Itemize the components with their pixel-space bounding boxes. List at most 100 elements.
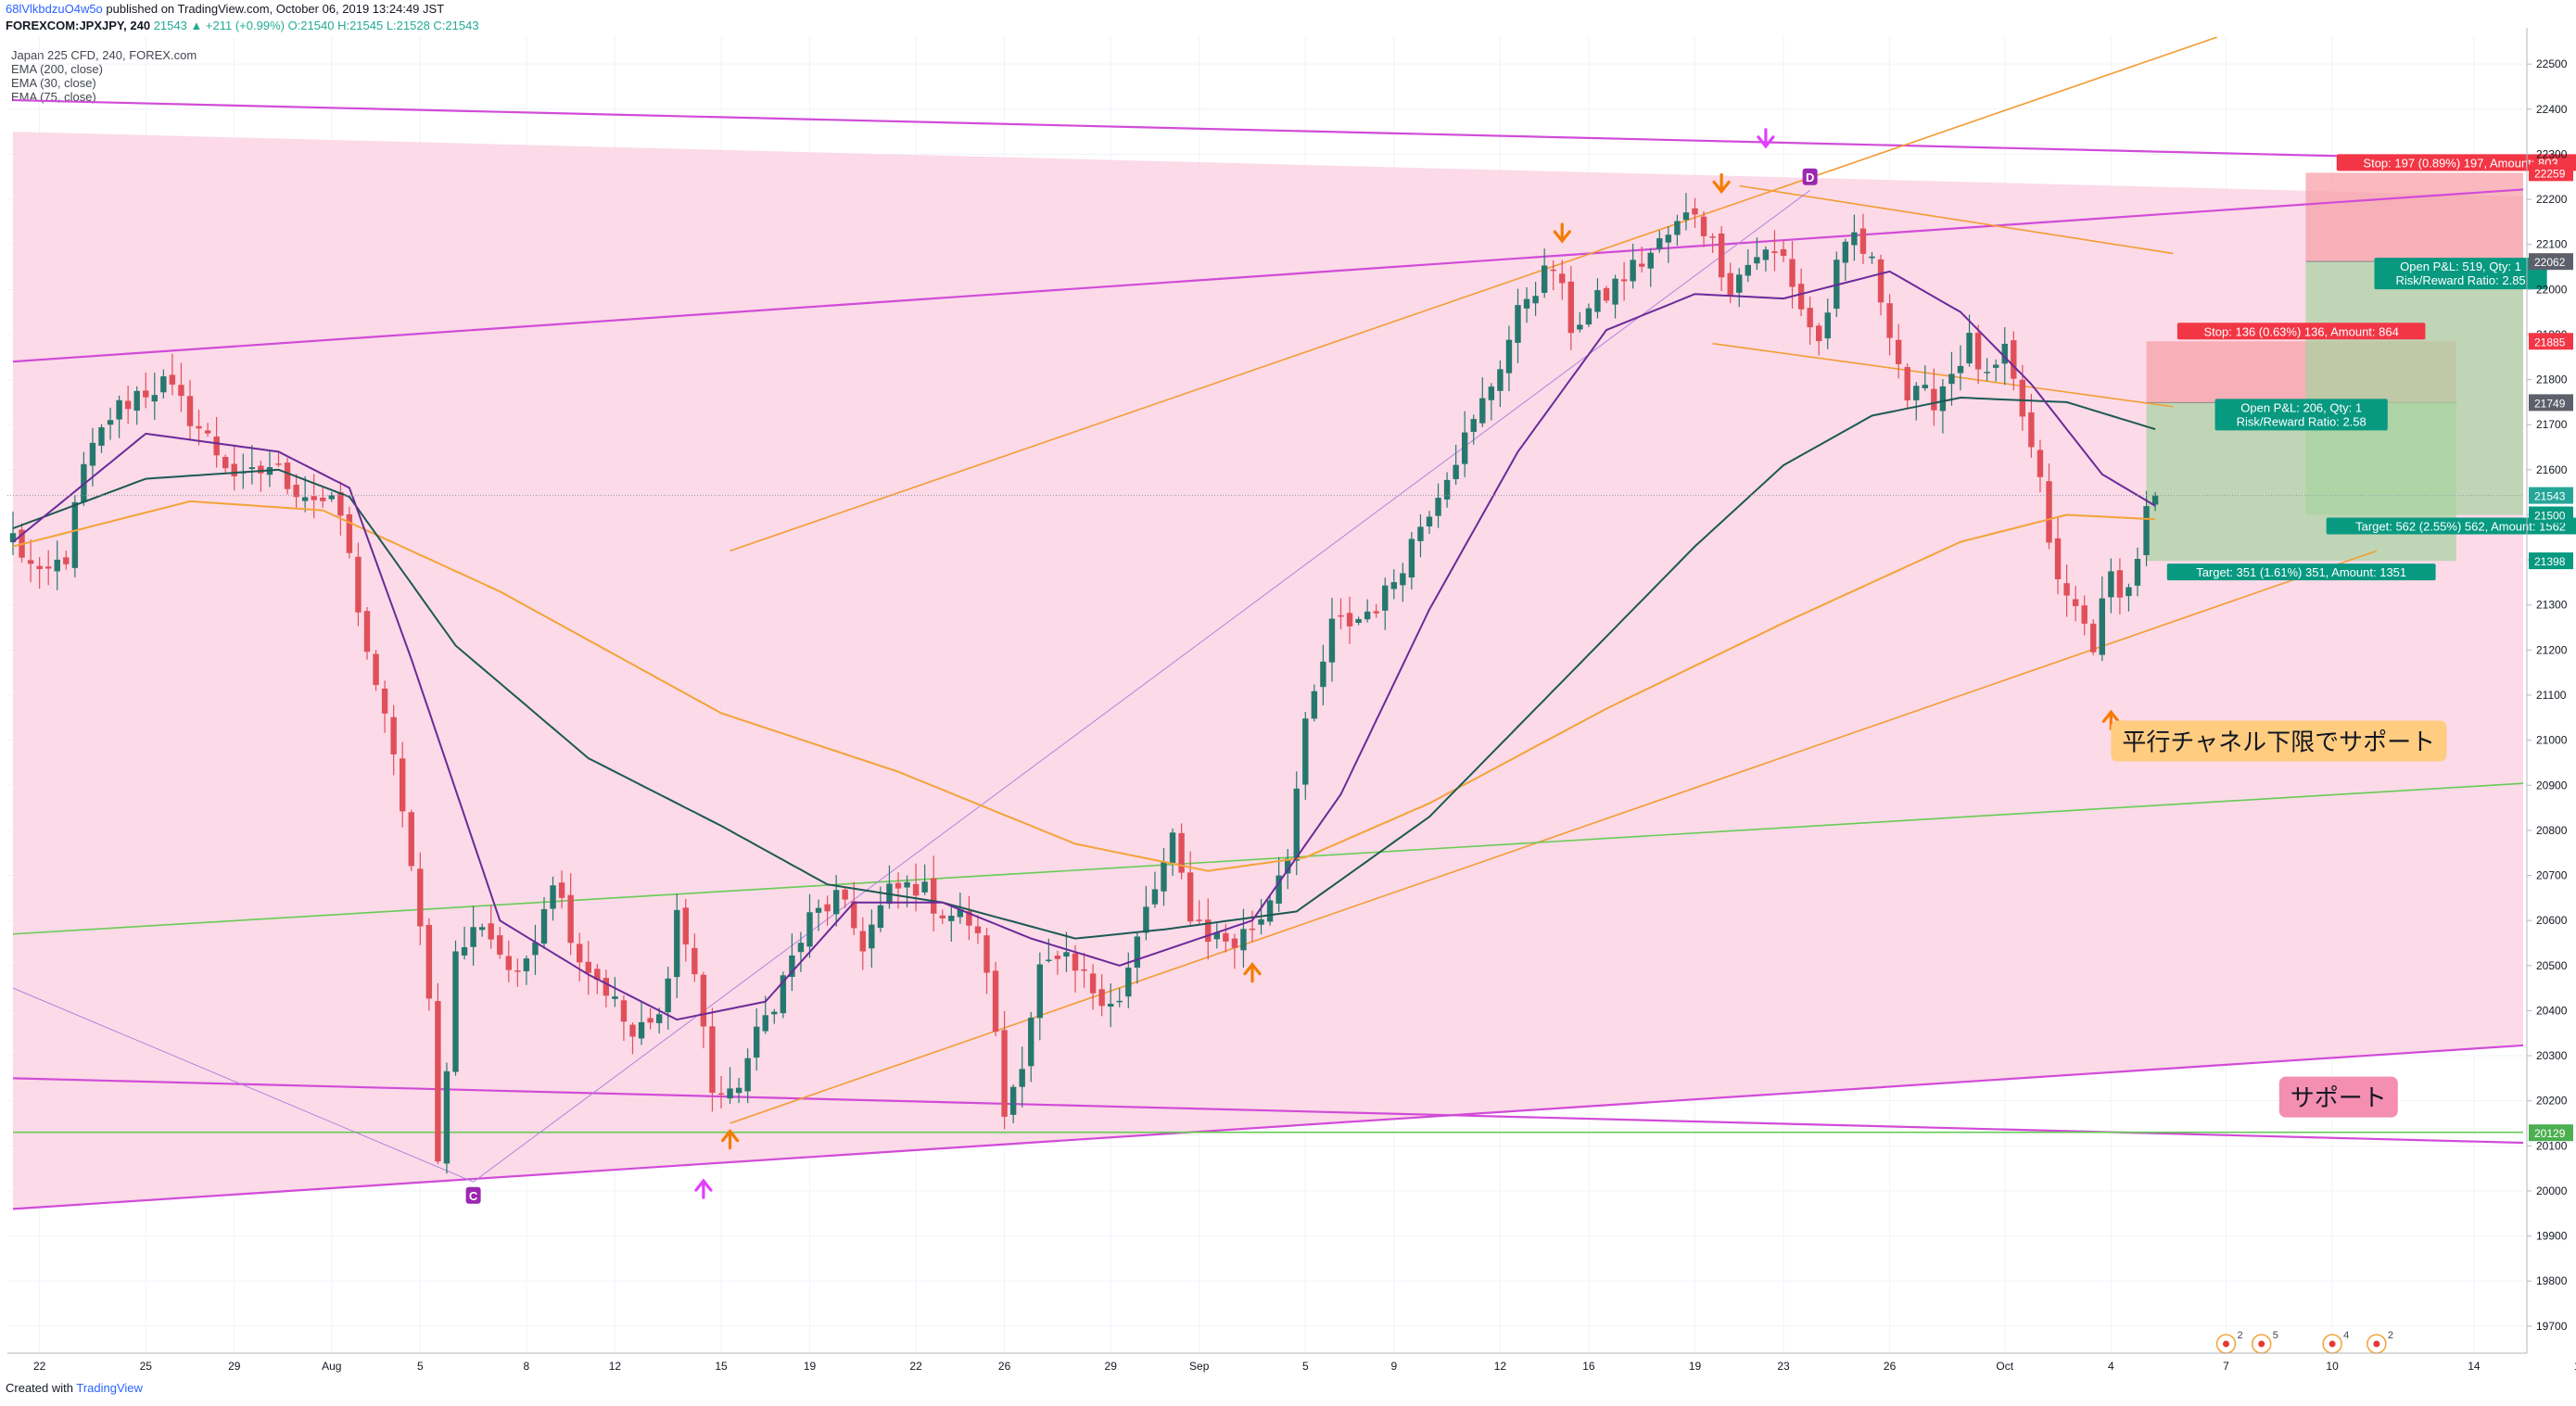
- candle[interactable]: [540, 897, 548, 949]
- callout-annotation[interactable]: 平行チャネル下限でサポート: [2111, 720, 2447, 762]
- candle[interactable]: [107, 407, 114, 440]
- candle[interactable]: [1081, 953, 1087, 988]
- candle[interactable]: [1567, 266, 1574, 350]
- candle[interactable]: [1443, 472, 1451, 508]
- price-tag[interactable]: 22259: [2529, 164, 2573, 182]
- candle[interactable]: [461, 926, 468, 960]
- candle[interactable]: [931, 855, 937, 931]
- trendline-magenta[interactable]: [12, 182, 2576, 363]
- candle[interactable]: [869, 909, 875, 969]
- candle[interactable]: [1355, 616, 1362, 626]
- candle[interactable]: [1116, 988, 1123, 1007]
- candle[interactable]: [488, 905, 494, 949]
- candle[interactable]: [2072, 586, 2079, 622]
- candle[interactable]: [797, 931, 805, 972]
- candle[interactable]: [390, 704, 397, 776]
- candle[interactable]: [222, 454, 229, 473]
- candle[interactable]: [1328, 598, 1336, 682]
- candle[interactable]: [1603, 285, 1610, 304]
- candle[interactable]: [98, 424, 105, 453]
- candle[interactable]: [1505, 325, 1513, 392]
- candle[interactable]: [832, 875, 840, 927]
- candle[interactable]: [647, 1007, 654, 1030]
- candle[interactable]: [638, 1001, 645, 1045]
- trendline-magenta[interactable]: [12, 1038, 2576, 1210]
- candle[interactable]: [1054, 950, 1061, 975]
- candle[interactable]: [1408, 532, 1415, 590]
- candle[interactable]: [1816, 323, 1822, 356]
- candle[interactable]: [478, 923, 486, 937]
- candle[interactable]: [1186, 851, 1194, 925]
- arrow-down-icon[interactable]: [1712, 172, 1731, 195]
- trendline-orange[interactable]: [1712, 342, 2174, 408]
- candle[interactable]: [1134, 931, 1141, 984]
- legend-ema-30[interactable]: EMA (30, close): [11, 76, 96, 90]
- candle[interactable]: [1762, 246, 1770, 272]
- candle[interactable]: [1647, 247, 1654, 287]
- candle[interactable]: [1046, 938, 1052, 963]
- candle[interactable]: [1178, 823, 1185, 880]
- candle[interactable]: [1479, 377, 1486, 427]
- candle[interactable]: [311, 474, 317, 519]
- arrow-up-icon[interactable]: [720, 1129, 740, 1150]
- candle[interactable]: [629, 1022, 636, 1055]
- author-name[interactable]: 68lVlkbdzuO4w5o: [6, 2, 103, 16]
- candle[interactable]: [735, 1078, 742, 1104]
- candle[interactable]: [2037, 439, 2044, 493]
- arrow-up-icon[interactable]: [694, 1178, 713, 1199]
- candle[interactable]: [1922, 365, 1928, 391]
- candle[interactable]: [717, 1075, 725, 1108]
- candle[interactable]: [1842, 238, 1849, 281]
- candle[interactable]: [1797, 268, 1805, 317]
- price-tag[interactable]: 21543: [2529, 487, 2573, 504]
- arrow-down-icon[interactable]: [1757, 128, 1775, 149]
- candle[interactable]: [2063, 564, 2070, 617]
- candle[interactable]: [877, 886, 884, 932]
- candle[interactable]: [1426, 511, 1433, 534]
- candle[interactable]: [301, 475, 309, 513]
- candle[interactable]: [1108, 983, 1114, 1028]
- candle[interactable]: [1807, 296, 1813, 345]
- candle[interactable]: [1993, 359, 1999, 382]
- candle[interactable]: [196, 410, 202, 446]
- candle[interactable]: [1620, 261, 1628, 301]
- candle[interactable]: [1346, 596, 1353, 644]
- candle[interactable]: [1400, 563, 1406, 602]
- candle[interactable]: [612, 977, 618, 1007]
- candle[interactable]: [417, 852, 424, 945]
- candle[interactable]: [124, 385, 132, 424]
- candle[interactable]: [1036, 952, 1043, 1041]
- candle[interactable]: [939, 909, 945, 924]
- candle[interactable]: [443, 1062, 450, 1174]
- candle[interactable]: [1515, 288, 1521, 363]
- candle[interactable]: [983, 928, 990, 994]
- candle[interactable]: [780, 971, 787, 1019]
- candle[interactable]: [1966, 314, 1973, 367]
- candle[interactable]: [1009, 1084, 1017, 1124]
- trendline-orange[interactable]: [730, 37, 2218, 552]
- candle[interactable]: [1275, 856, 1282, 912]
- candle[interactable]: [912, 863, 920, 912]
- time-axis[interactable]: 22 25 29 Aug 5 8 12 15 19 22 26 29 Sep 5 9 12 16 19 23 26 Oc…: [33, 1360, 2576, 1373]
- candle[interactable]: [1541, 248, 1548, 298]
- candle[interactable]: [1169, 828, 1176, 876]
- candle[interactable]: [655, 1007, 663, 1034]
- candle[interactable]: [1718, 226, 1725, 291]
- event-icon[interactable]: 2: [2367, 1330, 2393, 1354]
- candle[interactable]: [497, 927, 503, 959]
- candle[interactable]: [1470, 414, 1477, 445]
- candle[interactable]: [709, 1007, 716, 1112]
- candle[interactable]: [2046, 463, 2052, 550]
- candle[interactable]: [1754, 237, 1760, 271]
- ema-75-line[interactable]: [12, 396, 2156, 940]
- candle[interactable]: [514, 958, 521, 987]
- candle[interactable]: [948, 906, 955, 942]
- price-tag[interactable]: 20129: [2529, 1124, 2573, 1142]
- price-tag[interactable]: 21885: [2529, 333, 2573, 350]
- candle[interactable]: [231, 445, 237, 491]
- candle[interactable]: [2028, 393, 2035, 458]
- candle[interactable]: [9, 512, 17, 555]
- candle[interactable]: [2090, 618, 2097, 655]
- candle[interactable]: [1948, 351, 1955, 406]
